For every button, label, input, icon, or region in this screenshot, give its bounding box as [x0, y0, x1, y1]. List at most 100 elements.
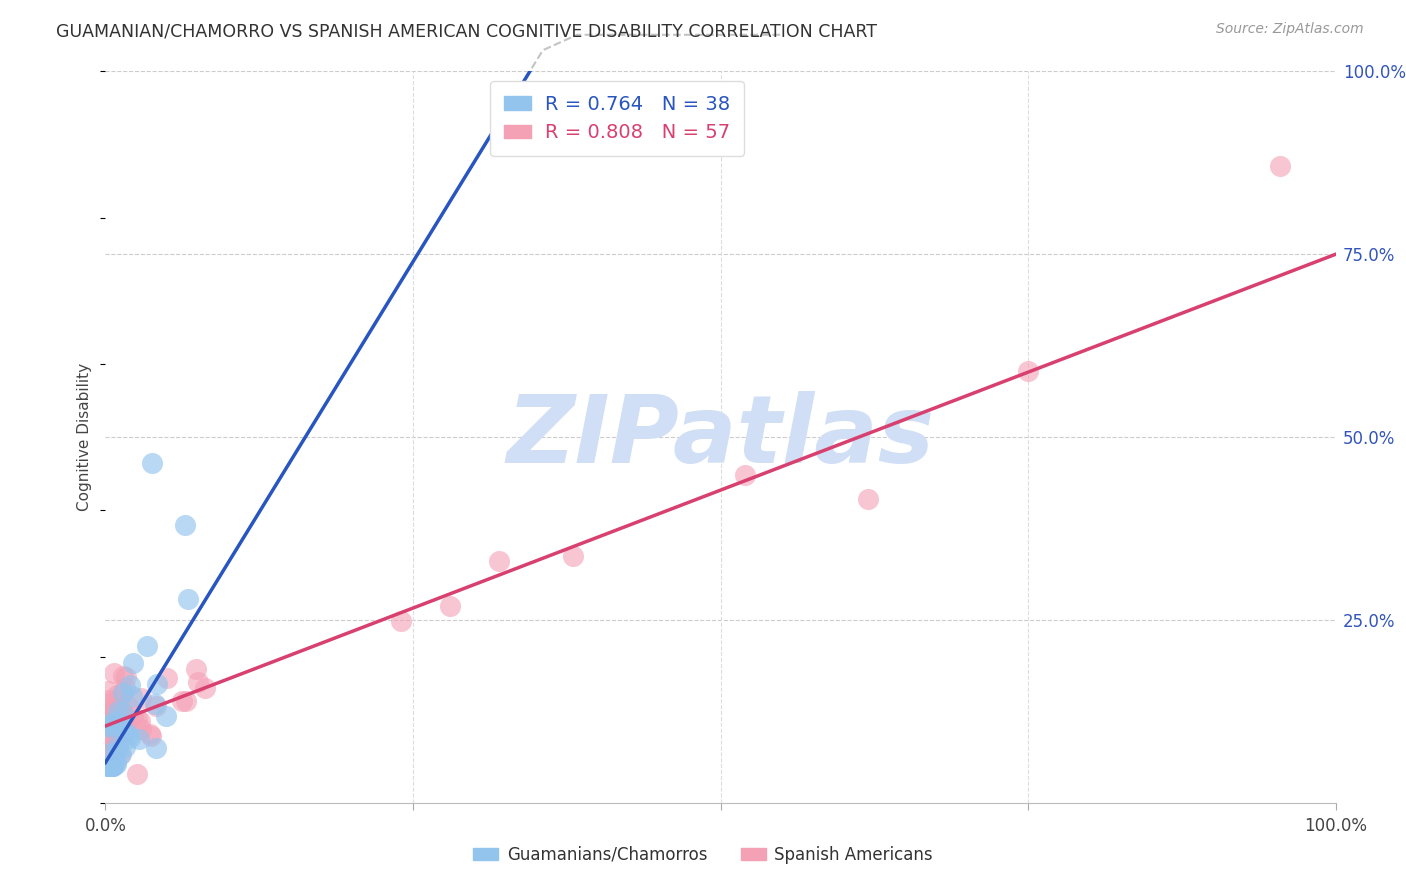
- Point: [100, 714, 122, 729]
- Point: [104, 757, 127, 772]
- Point: [107, 739, 129, 753]
- Point: [103, 707, 125, 722]
- Point: [114, 681, 136, 696]
- Point: [108, 730, 131, 744]
- Point: [193, 681, 215, 695]
- Point: [101, 759, 124, 773]
- Point: [97, 742, 120, 756]
- Point: [97, 759, 120, 773]
- Point: [184, 662, 207, 676]
- Point: [155, 709, 177, 723]
- Y-axis label: Cognitive Disability: Cognitive Disability: [77, 363, 93, 511]
- Point: [117, 728, 139, 742]
- Point: [111, 686, 134, 700]
- Point: [111, 669, 134, 683]
- Point: [103, 666, 125, 681]
- Point: [107, 708, 129, 723]
- Legend: R = 0.764   N = 38, R = 0.808   N = 57: R = 0.764 N = 38, R = 0.808 N = 57: [491, 81, 744, 156]
- Point: [112, 706, 135, 720]
- Point: [100, 702, 122, 716]
- Point: [121, 657, 143, 671]
- Point: [112, 709, 135, 723]
- Point: [103, 723, 125, 737]
- Point: [103, 719, 125, 733]
- Point: [101, 715, 124, 730]
- Point: [1270, 160, 1292, 174]
- Point: [562, 549, 585, 563]
- Point: [105, 755, 128, 769]
- Point: [488, 554, 510, 568]
- Point: [105, 724, 128, 739]
- Point: [174, 517, 197, 532]
- Point: [97, 738, 120, 752]
- Point: [129, 722, 152, 736]
- Point: [97, 720, 120, 734]
- Point: [98, 718, 121, 732]
- Point: [858, 492, 880, 507]
- Point: [141, 729, 163, 743]
- Point: [122, 708, 145, 723]
- Point: [108, 748, 131, 763]
- Point: [135, 639, 157, 653]
- Point: [145, 741, 167, 756]
- Text: GUAMANIAN/CHAMORRO VS SPANISH AMERICAN COGNITIVE DISABILITY CORRELATION CHART: GUAMANIAN/CHAMORRO VS SPANISH AMERICAN C…: [56, 22, 877, 40]
- Point: [108, 715, 131, 730]
- Point: [439, 599, 461, 613]
- Point: [127, 766, 149, 780]
- Point: [97, 697, 120, 711]
- Point: [139, 727, 162, 741]
- Point: [100, 759, 122, 773]
- Point: [105, 733, 128, 747]
- Legend: Guamanians/Chamorros, Spanish Americans: Guamanians/Chamorros, Spanish Americans: [467, 839, 939, 871]
- Point: [114, 739, 136, 754]
- Point: [97, 693, 120, 707]
- Point: [104, 701, 127, 715]
- Point: [97, 706, 120, 720]
- Point: [107, 704, 129, 718]
- Point: [97, 747, 120, 762]
- Point: [100, 702, 122, 716]
- Point: [97, 684, 120, 698]
- Point: [174, 694, 197, 708]
- Point: [129, 691, 152, 706]
- Point: [100, 759, 122, 773]
- Point: [111, 701, 134, 715]
- Point: [127, 712, 149, 726]
- Point: [110, 747, 132, 762]
- Point: [170, 694, 193, 708]
- Point: [117, 698, 139, 713]
- Point: [97, 759, 120, 773]
- Point: [177, 591, 200, 606]
- Point: [734, 468, 756, 483]
- Point: [115, 669, 138, 683]
- Point: [145, 698, 167, 713]
- Point: [187, 675, 209, 690]
- Point: [115, 713, 138, 727]
- Point: [156, 671, 179, 685]
- Text: ZIPatlas: ZIPatlas: [506, 391, 935, 483]
- Point: [129, 714, 152, 729]
- Point: [120, 678, 142, 692]
- Point: [105, 744, 128, 758]
- Point: [101, 742, 124, 756]
- Point: [121, 690, 143, 704]
- Point: [112, 725, 135, 739]
- Point: [105, 689, 128, 703]
- Point: [97, 706, 120, 721]
- Point: [101, 759, 124, 773]
- Point: [1017, 364, 1039, 378]
- Point: [104, 735, 127, 749]
- Point: [120, 731, 142, 746]
- Point: [97, 759, 120, 773]
- Point: [101, 715, 124, 730]
- Point: [146, 677, 169, 691]
- Point: [111, 686, 134, 700]
- Point: [141, 456, 163, 470]
- Point: [101, 759, 124, 773]
- Point: [143, 698, 166, 712]
- Point: [389, 615, 412, 629]
- Point: [107, 729, 129, 743]
- Text: Source: ZipAtlas.com: Source: ZipAtlas.com: [1216, 22, 1364, 37]
- Point: [107, 699, 129, 714]
- Point: [97, 731, 120, 746]
